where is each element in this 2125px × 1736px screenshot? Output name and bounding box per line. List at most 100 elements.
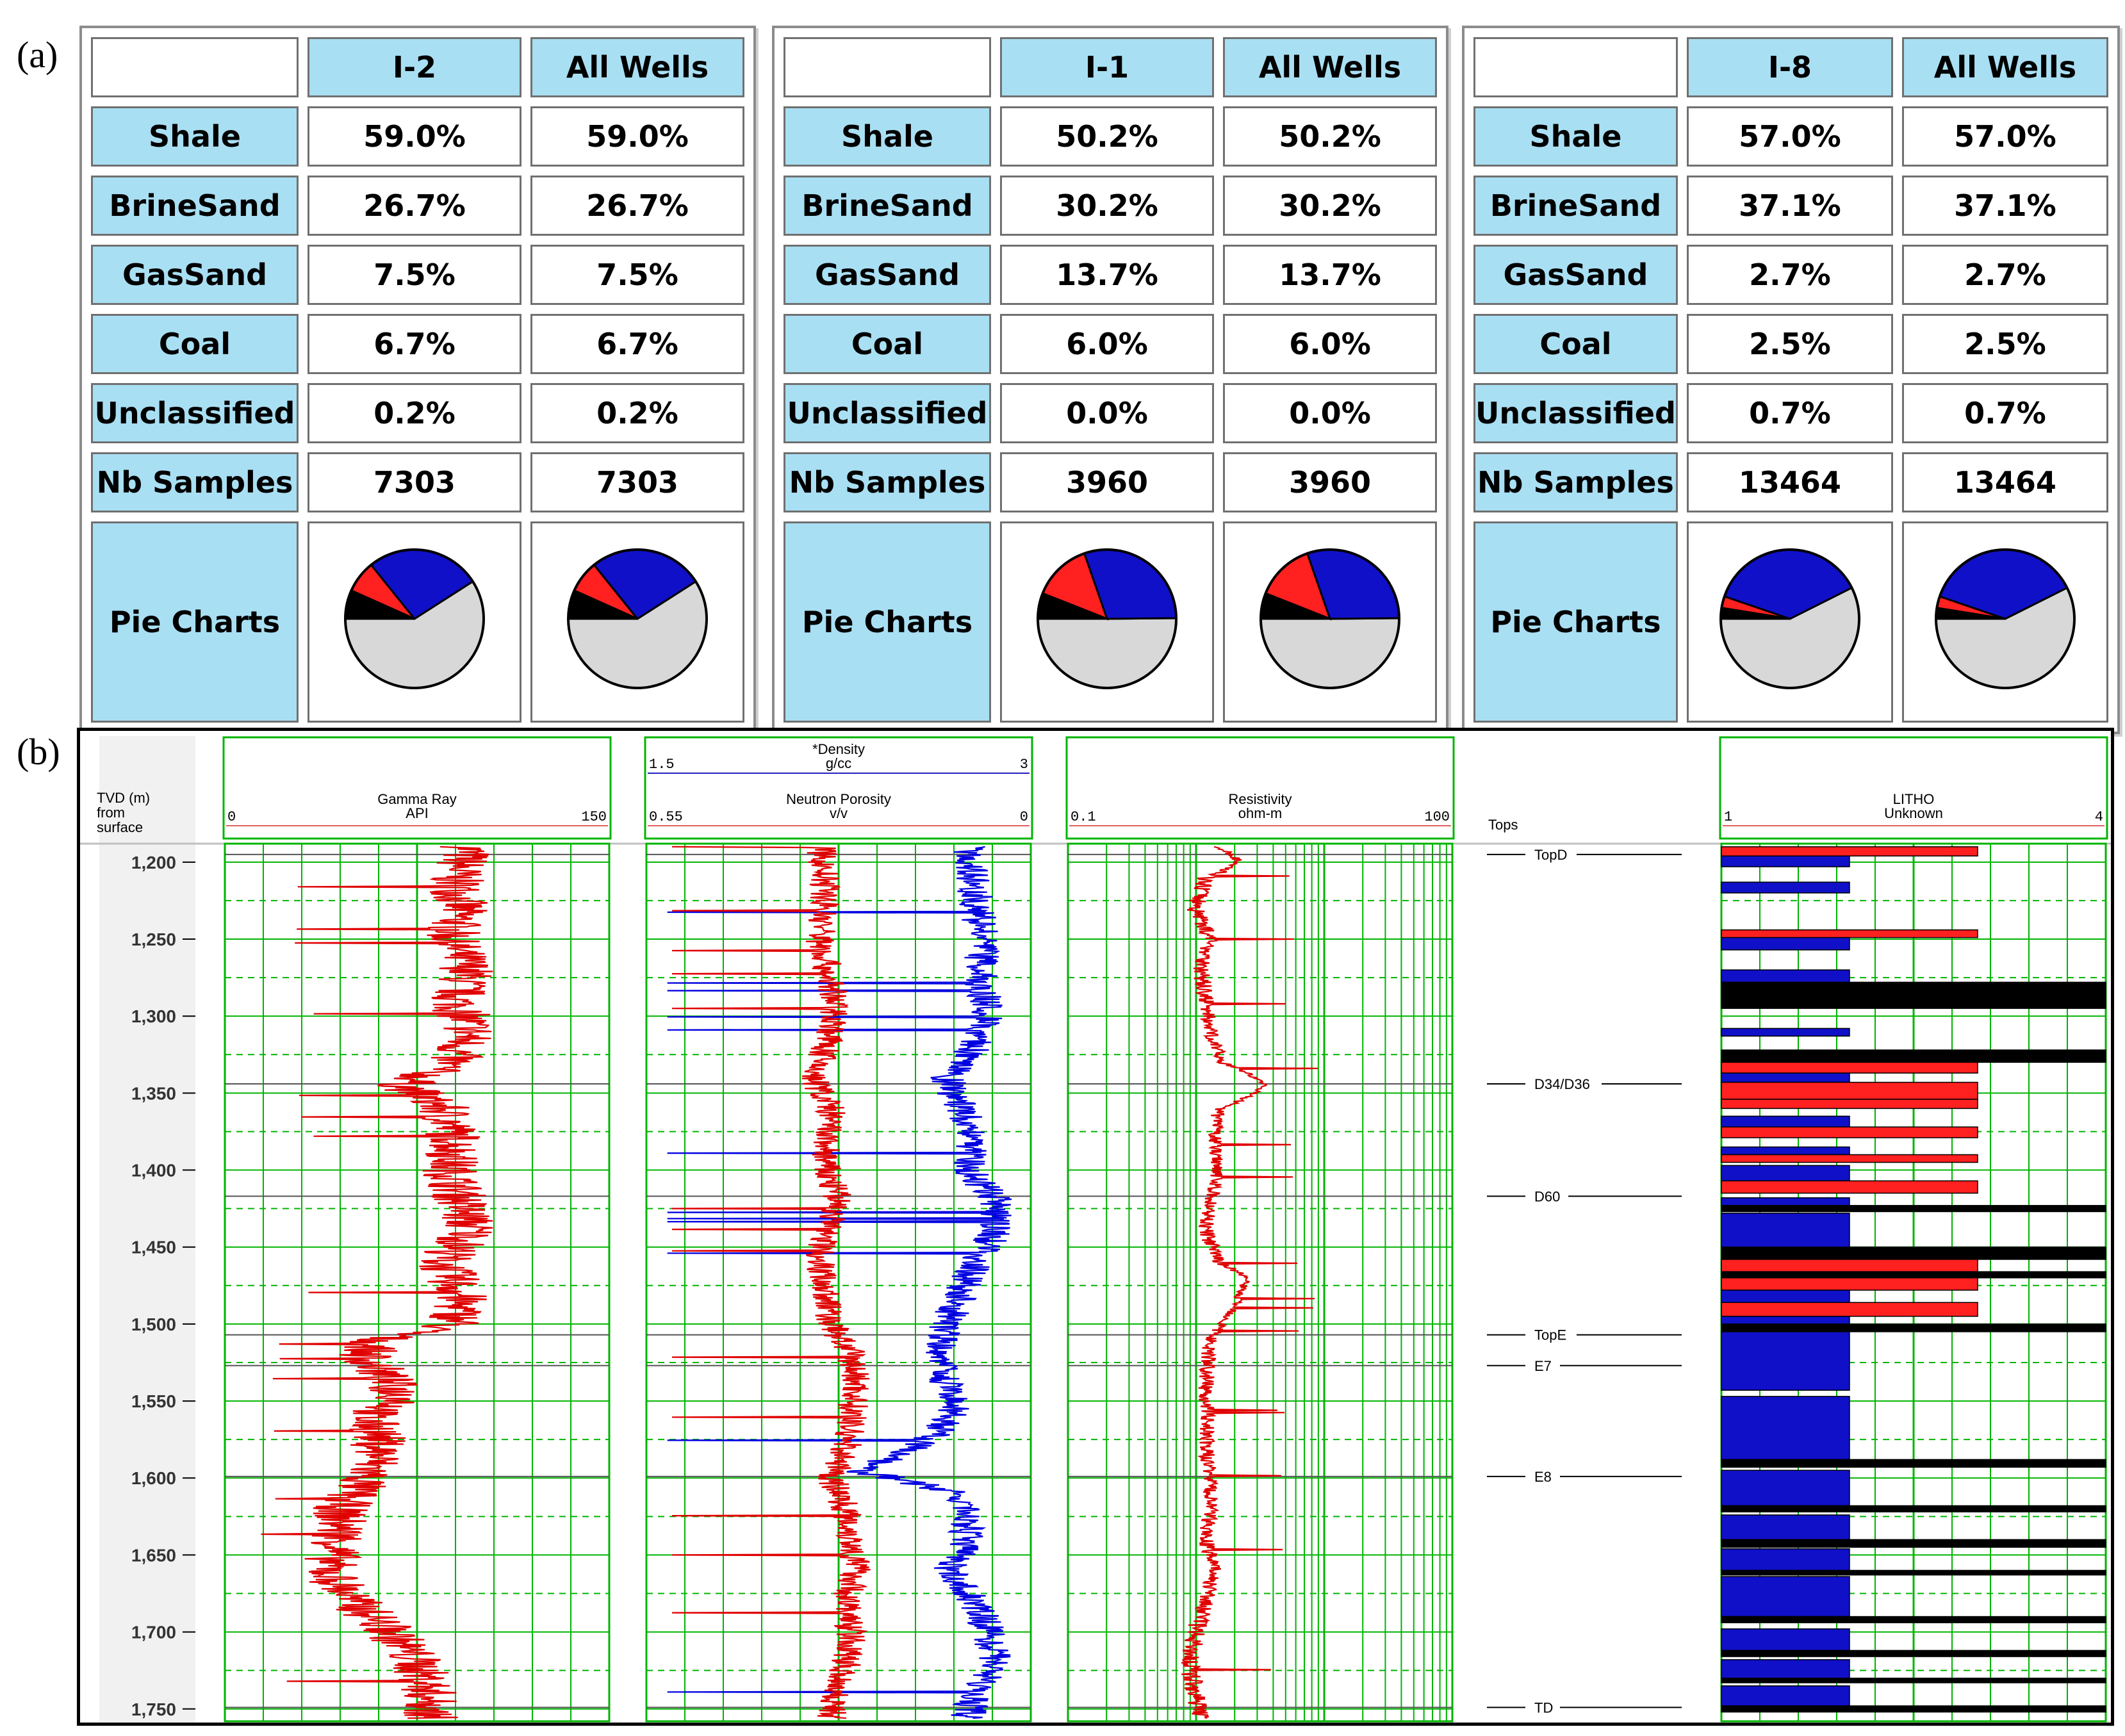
value-cell: 13464 — [1686, 452, 1893, 512]
depth-tick-label: 1,550 — [131, 1391, 176, 1411]
litho-coal-interval — [1721, 1505, 2106, 1512]
top-label: D34/D36 — [1534, 1076, 1590, 1092]
resistivity-curve — [1181, 846, 1318, 1719]
pie-cell — [308, 521, 521, 723]
density-scale-max: 3 — [1020, 757, 1028, 773]
litho-brinesand-interval — [1721, 881, 1850, 894]
pie-outline — [1719, 548, 1860, 689]
value-cell: 0.2% — [308, 383, 521, 443]
tops-header: Tops — [1488, 817, 1518, 833]
litho-scale-min: 1 — [1724, 809, 1732, 825]
column-header-well: I-8 — [1686, 37, 1893, 97]
gamma-track-header — [222, 736, 612, 840]
litho-gassand-interval — [1721, 1126, 1978, 1138]
litho-coal-interval — [1721, 1677, 2106, 1683]
row-label-unclassified: Unclassified — [784, 383, 991, 443]
resistivity-track-title: Resistivity — [1228, 791, 1292, 807]
stats-table: I-1 All Wells Shale 50.2% 50.2% BrineSan… — [775, 28, 1446, 732]
row-label-nb-samples: Nb Samples — [91, 452, 299, 512]
litho-brinesand-interval — [1721, 1197, 1850, 1206]
litho-coal-interval — [1721, 1459, 2106, 1468]
pie-outline — [344, 548, 485, 689]
litho-brinesand-interval — [1721, 1115, 1850, 1127]
value-cell: 6.7% — [530, 314, 744, 374]
top-label: D60 — [1534, 1188, 1560, 1204]
litho-track-header — [1719, 736, 2108, 840]
litho-brinesand-interval — [1721, 1548, 1850, 1571]
top-label: E8 — [1534, 1469, 1552, 1485]
density-scale-min: 1.5 — [649, 757, 675, 773]
row-label-brinesand: BrineSand — [784, 176, 991, 236]
litho-brinesand-interval — [1721, 1072, 1850, 1083]
resistivity-track-header — [1065, 736, 1455, 840]
pie-outline — [567, 548, 708, 689]
pie-outline — [1037, 548, 1177, 689]
corner-cell — [1473, 37, 1678, 97]
row-label-gassand: GasSand — [784, 245, 991, 305]
pie-slice-shale — [1259, 616, 1400, 689]
value-cell: 6.0% — [1000, 314, 1214, 374]
stats-table: I-8 All Wells Shale 57.0% 57.0% BrineSan… — [1465, 28, 2117, 732]
litho-brinesand-interval — [1721, 1659, 1850, 1679]
value-cell: 26.7% — [530, 176, 744, 236]
gamma-scale-min: 0 — [227, 809, 236, 825]
litho-brinesand-interval — [1721, 1290, 1850, 1303]
resistivity-track-unit: ohm-m — [1238, 805, 1282, 821]
litho-gassand-interval — [1721, 1154, 1978, 1163]
litho-coal-interval — [1721, 1246, 2106, 1260]
value-cell: 0.2% — [530, 383, 744, 443]
value-cell: 37.1% — [1686, 176, 1893, 236]
litho-brinesand-interval — [1721, 1470, 1850, 1507]
stats-panel-well-1: I-1 All Wells Shale 50.2% 50.2% BrineSan… — [772, 26, 1448, 734]
track-frame — [1067, 842, 1454, 1723]
value-cell: 6.7% — [308, 314, 521, 374]
depth-column-bg — [99, 736, 195, 1723]
value-cell: 2.5% — [1686, 314, 1893, 374]
stats-panel-well-2: I-8 All Wells Shale 57.0% 57.0% BrineSan… — [1462, 26, 2120, 734]
value-cell: 3960 — [1000, 452, 1214, 512]
litho-brinesand-interval — [1721, 1146, 1850, 1156]
top-label: TD — [1534, 1699, 1553, 1716]
well-log-svg: TVD (m) from surface Gamma Ray API 0 150… — [80, 736, 2111, 1723]
litho-coal-interval — [1721, 1616, 2106, 1623]
value-cell: 37.1% — [1901, 176, 2108, 236]
depth-tick-label: 1,600 — [131, 1468, 176, 1488]
porosity-track-header — [644, 736, 1033, 840]
depth-tick-label: 1,300 — [131, 1006, 176, 1026]
column-header-well: I-1 — [1000, 37, 1214, 97]
litho-brinesand-interval — [1721, 1028, 1850, 1037]
litho-gassand-interval — [1721, 1302, 1978, 1317]
depth-tick-label: 1,350 — [131, 1083, 176, 1103]
pie-cell — [1223, 521, 1437, 723]
row-label-brinesand: BrineSand — [91, 176, 299, 236]
value-cell: 30.2% — [1000, 176, 1214, 236]
pie-outline — [1259, 548, 1400, 689]
value-cell: 7303 — [308, 452, 521, 512]
neutron-porosity-curve — [667, 846, 1012, 1719]
value-cell: 2.7% — [1901, 245, 2108, 305]
resistivity-scale-min: 0.1 — [1071, 809, 1096, 825]
pie-slice-shale — [1037, 616, 1177, 689]
pie-cell — [1901, 521, 2108, 723]
depth-axis-label-2: from — [97, 805, 125, 821]
top-label: E7 — [1534, 1358, 1552, 1374]
pie-chart-well — [1719, 548, 1860, 689]
top-label: TopE — [1534, 1327, 1566, 1343]
litho-brinesand-interval — [1721, 1213, 1850, 1248]
litho-brinesand-interval — [1721, 855, 1850, 867]
litho-brinesand-interval — [1721, 1316, 1850, 1325]
row-label-coal: Coal — [91, 314, 299, 374]
litho-gassand-interval — [1721, 1277, 1978, 1291]
litho-coal-interval — [1721, 1650, 2106, 1657]
litho-brinesand-interval — [1721, 1685, 1850, 1707]
litho-coal-interval — [1721, 1705, 2106, 1713]
litho-track-unit: Unknown — [1884, 805, 1943, 821]
depth-tick-label: 1,200 — [131, 853, 176, 872]
depth-axis: 1,200 1,250 1,300 1,350 1,400 1,450 1,500 1,550… — [131, 853, 195, 1719]
litho-gassand-interval — [1721, 1259, 1978, 1272]
litho-gassand-interval — [1721, 1099, 1978, 1110]
depth-tick-label: 1,750 — [131, 1699, 176, 1719]
corner-cell — [91, 37, 299, 97]
row-label-coal: Coal — [1473, 314, 1678, 374]
litho-brinesand-interval — [1721, 1576, 1850, 1617]
